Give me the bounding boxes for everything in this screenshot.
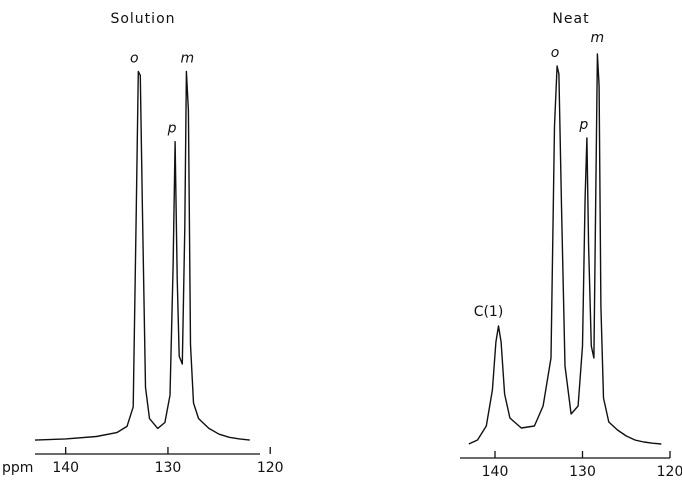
peak-label: m (181, 51, 195, 67)
peak-label: p (167, 121, 177, 137)
neat-title: Neat (552, 11, 589, 27)
x-tick-label: 140 (482, 464, 509, 480)
solution-spectrum-panel: Solution ppm 140 130 120 o p m (2, 11, 284, 476)
x-tick-label: 130 (155, 460, 182, 476)
spectrum-trace (468, 53, 662, 445)
x-tick-label: 140 (52, 460, 79, 476)
neat-spectrum-panel: Neat 140 130 120 C(1) o p m (460, 11, 682, 480)
peak-label: o (551, 45, 560, 61)
ppm-axis-label: ppm (2, 460, 33, 476)
peak-label: o (130, 51, 139, 67)
peak-label: C(1) (474, 304, 504, 320)
peak-label: p (578, 117, 588, 133)
x-tick-label: 130 (569, 464, 596, 480)
spectrum-trace (34, 70, 250, 441)
x-tick-label: 120 (657, 464, 682, 480)
solution-title: Solution (110, 11, 175, 27)
x-tick-label: 120 (257, 460, 284, 476)
peak-label: m (591, 30, 605, 46)
